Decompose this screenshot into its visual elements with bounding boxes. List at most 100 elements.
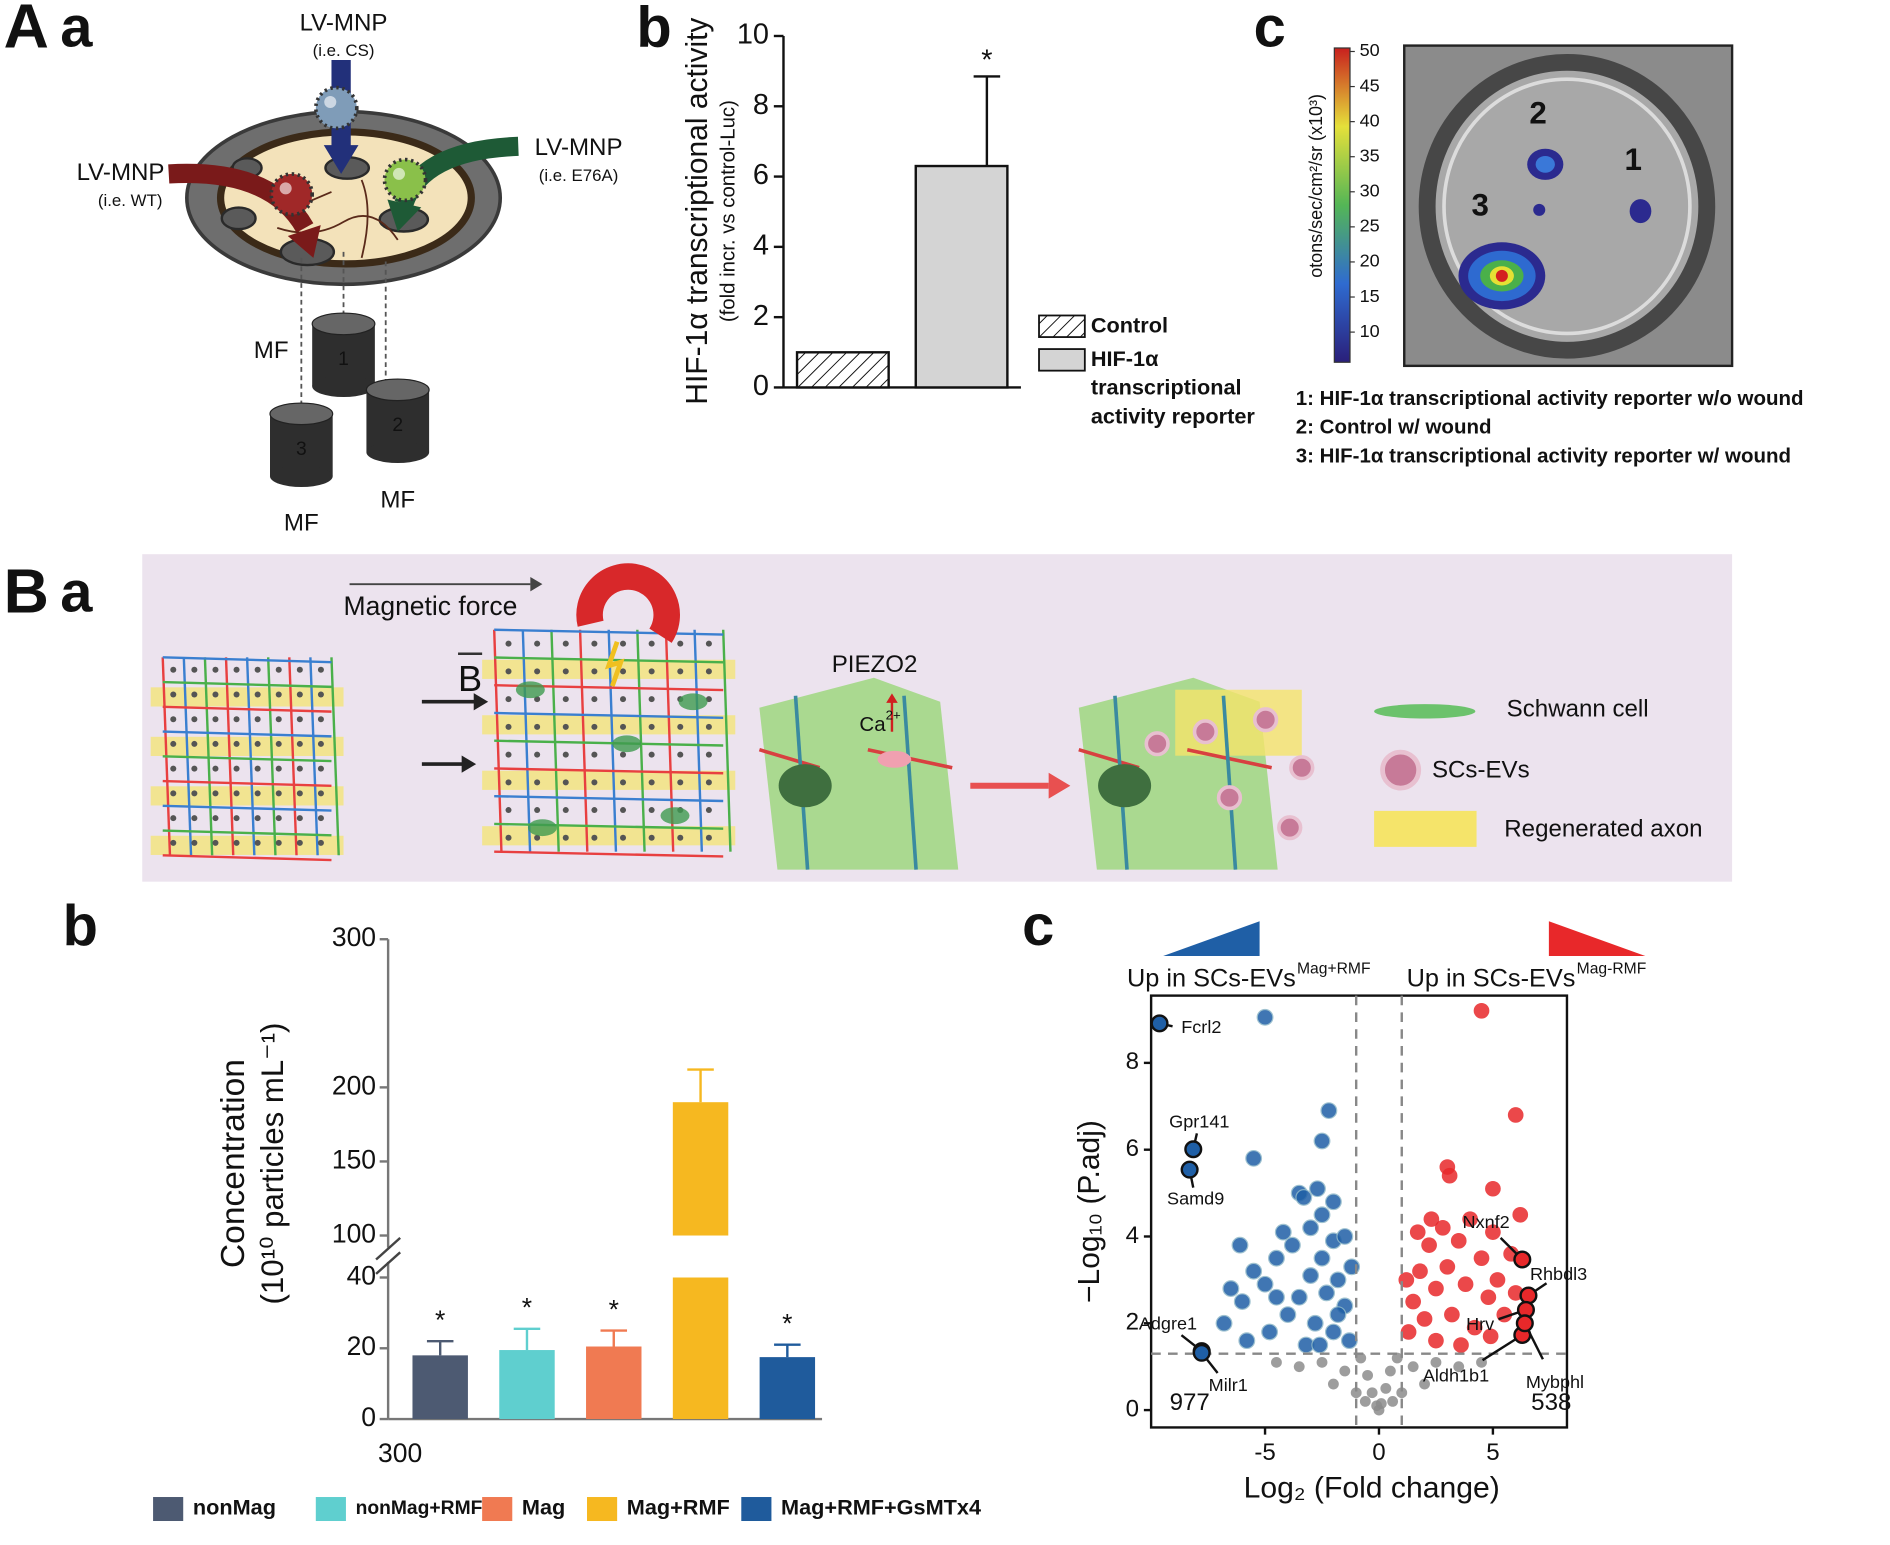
point bbox=[1485, 1224, 1501, 1240]
point bbox=[1384, 1365, 1396, 1377]
cell-dot bbox=[254, 666, 261, 673]
fiber bbox=[693, 629, 704, 852]
cell-dot bbox=[620, 779, 627, 786]
cell-dot bbox=[705, 723, 712, 730]
schwann-cell bbox=[515, 681, 545, 699]
vesicle bbox=[1252, 707, 1279, 733]
cell-dot bbox=[505, 751, 512, 758]
point bbox=[1279, 1306, 1297, 1324]
lightning bbox=[604, 640, 625, 687]
fiber bbox=[494, 711, 724, 719]
point bbox=[1407, 1361, 1419, 1373]
point bbox=[1423, 1211, 1440, 1227]
colorbar-tick-label: 10 bbox=[1360, 321, 1380, 341]
point bbox=[1380, 1382, 1392, 1394]
point bbox=[1320, 1102, 1338, 1120]
cell-dot bbox=[275, 716, 282, 723]
channel-label: PIEZO2 bbox=[832, 651, 918, 678]
point bbox=[1329, 1306, 1347, 1324]
bar bbox=[499, 1350, 555, 1420]
cell-dot bbox=[191, 839, 198, 846]
cell-dot bbox=[562, 807, 569, 814]
colorbar-tick-label: 30 bbox=[1360, 181, 1380, 201]
header-sup: Mag-RMF bbox=[1577, 960, 1647, 977]
fiber bbox=[162, 680, 332, 689]
cell-dot bbox=[648, 834, 655, 841]
cell-dot bbox=[534, 779, 541, 786]
cell-dot bbox=[620, 834, 627, 841]
point bbox=[1316, 1356, 1328, 1368]
point bbox=[1293, 1361, 1305, 1373]
cell-dot bbox=[677, 640, 684, 647]
point bbox=[1430, 1356, 1442, 1368]
cell-dot bbox=[505, 723, 512, 730]
legend-label: Control bbox=[1090, 313, 1168, 338]
cell-dot bbox=[591, 696, 598, 703]
cell-dot bbox=[317, 691, 324, 698]
bar bbox=[795, 351, 890, 389]
point bbox=[1268, 1288, 1285, 1306]
y-tick-label: 40 bbox=[347, 1261, 376, 1291]
header-sup: Mag+RMF bbox=[1297, 960, 1371, 977]
fiber bbox=[494, 850, 724, 858]
point bbox=[1256, 1275, 1274, 1293]
significance-mark: * bbox=[522, 1293, 532, 1323]
cell-dot bbox=[705, 751, 712, 758]
header: Up in SCs-EVs bbox=[1407, 965, 1576, 993]
arrow-head bbox=[886, 693, 898, 703]
point bbox=[1391, 1352, 1403, 1364]
fiber bbox=[162, 705, 332, 713]
point bbox=[1309, 1180, 1326, 1198]
header: Up in SCs-EVs bbox=[1127, 965, 1296, 993]
arrow-body bbox=[168, 163, 314, 233]
force-label: Magnetic force bbox=[344, 591, 518, 621]
magnet-top bbox=[365, 378, 430, 402]
count-label: 538 bbox=[1531, 1389, 1571, 1416]
panel-letter: c bbox=[1022, 894, 1054, 958]
cell-dot bbox=[254, 765, 261, 772]
y-axis-label-note: (10¹⁰ particles mL⁻¹) bbox=[255, 1023, 290, 1305]
cell-dot bbox=[191, 815, 198, 822]
point bbox=[1339, 1365, 1351, 1377]
axon-band bbox=[150, 687, 344, 707]
cell-dot bbox=[591, 779, 598, 786]
legend-icon bbox=[1380, 749, 1422, 791]
magnet-label: MF bbox=[380, 487, 415, 514]
cell-dot bbox=[191, 765, 198, 772]
gene-label: Hrv bbox=[1466, 1314, 1494, 1334]
point bbox=[1507, 1107, 1524, 1123]
legend-swatch bbox=[153, 1497, 184, 1522]
cell-dot bbox=[296, 765, 303, 772]
cell-dot bbox=[170, 740, 177, 747]
point bbox=[1336, 1228, 1354, 1245]
y-tick-label: 200 bbox=[332, 1070, 376, 1100]
fiber bbox=[494, 794, 724, 803]
cell-dot bbox=[212, 691, 219, 698]
fiber bbox=[288, 657, 298, 856]
cell-dot bbox=[254, 716, 261, 723]
schwann-cell bbox=[660, 807, 690, 825]
y-tick-label: 6 bbox=[1126, 1135, 1139, 1162]
cell-dot bbox=[534, 751, 541, 758]
schwann-cell bbox=[527, 819, 557, 837]
cell-dot bbox=[212, 740, 219, 747]
nanoparticle-shine bbox=[392, 167, 405, 180]
legend-swatch bbox=[741, 1497, 772, 1522]
bar bbox=[412, 1355, 468, 1420]
y-tick-label: 4 bbox=[753, 230, 769, 262]
y-tick-label: 0 bbox=[361, 1402, 376, 1432]
axis-break bbox=[375, 1237, 401, 1261]
point bbox=[1366, 1387, 1378, 1399]
cell-dot bbox=[317, 790, 324, 797]
fiber bbox=[162, 656, 332, 664]
point bbox=[1453, 1361, 1465, 1373]
cell-dot bbox=[620, 751, 627, 758]
point bbox=[1274, 1223, 1292, 1241]
vesicle bbox=[1144, 731, 1170, 757]
point bbox=[1480, 1289, 1497, 1306]
legend-swatch bbox=[1038, 348, 1086, 372]
cell-dot bbox=[317, 765, 324, 772]
cell-dot bbox=[562, 723, 569, 730]
panel-letter: a bbox=[60, 561, 93, 625]
